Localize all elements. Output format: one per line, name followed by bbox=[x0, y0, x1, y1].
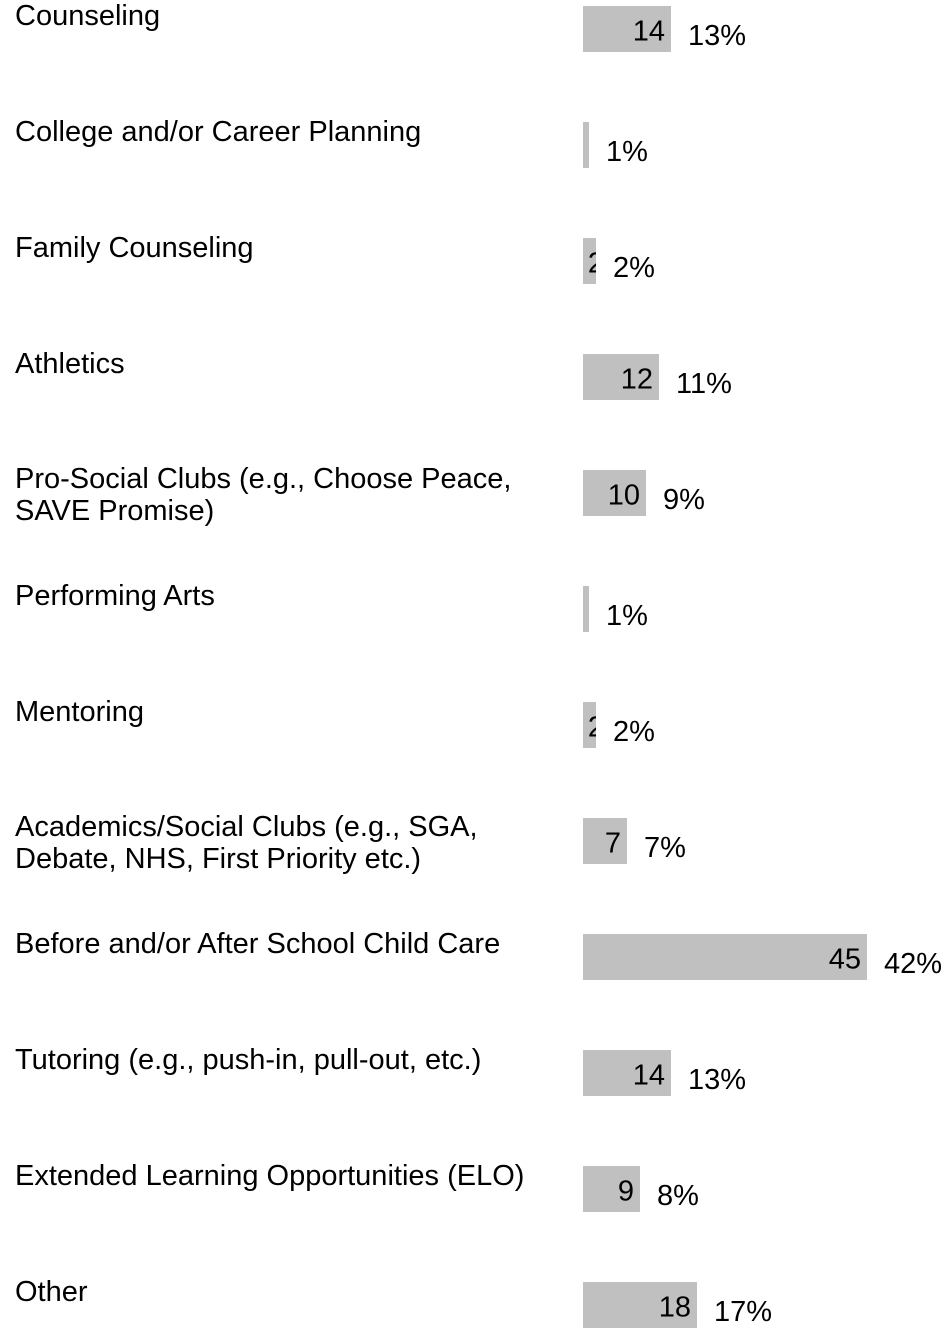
bar-percent-label: 2% bbox=[613, 252, 655, 284]
bar: 45 bbox=[583, 934, 867, 980]
bar-percent-label: 13% bbox=[688, 20, 747, 52]
chart-row: Athletics 12 11% bbox=[0, 348, 949, 400]
bar bbox=[583, 122, 589, 168]
bar-percent-label: 13% bbox=[688, 1064, 747, 1096]
bar: 14 bbox=[583, 1050, 671, 1096]
bar-value-label: 45 bbox=[828, 943, 861, 976]
category-label: Athletics bbox=[15, 348, 125, 380]
category-label: Family Counseling bbox=[15, 232, 254, 264]
bar-percent-label: 7% bbox=[644, 832, 686, 864]
bar-percent-label: 9% bbox=[663, 484, 705, 516]
bar-percent-label: 1% bbox=[606, 136, 648, 168]
bar-percent-label: 11% bbox=[676, 368, 732, 400]
bar-value-label: 10 bbox=[607, 479, 640, 512]
category-label: Tutoring (e.g., push-in, pull-out, etc.) bbox=[15, 1044, 482, 1076]
bar-value-label: 9 bbox=[617, 1175, 634, 1208]
bar: 18 bbox=[583, 1282, 697, 1328]
chart-row: Counseling 14 13% bbox=[0, 0, 949, 52]
category-label: Academics/Social Clubs (e.g., SGA, Debat… bbox=[15, 811, 478, 875]
category-label: Pro-Social Clubs (e.g., Choose Peace, SA… bbox=[15, 463, 512, 527]
chart-row: Mentoring 2 2% bbox=[0, 696, 949, 748]
bar-value-label: 12 bbox=[620, 363, 653, 396]
bar-value-label: 2 bbox=[587, 711, 596, 744]
bar: 14 bbox=[583, 6, 671, 52]
bar: 12 bbox=[583, 354, 659, 400]
chart-row: Extended Learning Opportunities (ELO) 9 8% bbox=[0, 1160, 949, 1212]
chart-row: Pro-Social Clubs (e.g., Choose Peace, SA… bbox=[0, 463, 949, 527]
bar-value-label: 7 bbox=[604, 827, 621, 860]
chart-row: Other 18 17% bbox=[0, 1276, 949, 1328]
bar-value-label: 14 bbox=[632, 1059, 665, 1092]
category-label: Mentoring bbox=[15, 696, 144, 728]
bar-percent-label: 2% bbox=[613, 716, 655, 748]
bar-percent-label: 1% bbox=[606, 600, 648, 632]
category-label: Other bbox=[15, 1276, 88, 1308]
category-label: College and/or Career Planning bbox=[15, 116, 422, 148]
bar-value-label: 2 bbox=[587, 247, 596, 280]
chart-row: Before and/or After School Child Care 45 4… bbox=[0, 928, 949, 980]
bar-percent-label: 8% bbox=[657, 1180, 699, 1212]
chart-row: Tutoring (e.g., push-in, pull-out, etc.)… bbox=[0, 1044, 949, 1096]
bar: 7 bbox=[583, 818, 627, 864]
category-label: Counseling bbox=[15, 0, 161, 32]
bar: 2 bbox=[583, 702, 596, 748]
bar-percent-label: 42% bbox=[884, 948, 943, 980]
bar-value-label: 18 bbox=[658, 1291, 691, 1324]
bar: 9 bbox=[583, 1166, 640, 1212]
chart-row: College and/or Career Planning 1% bbox=[0, 116, 949, 168]
bar bbox=[583, 586, 589, 632]
chart-row: Family Counseling 2 2% bbox=[0, 232, 949, 284]
bar: 2 bbox=[583, 238, 596, 284]
chart-row: Academics/Social Clubs (e.g., SGA, Debat… bbox=[0, 811, 949, 875]
bar: 10 bbox=[583, 470, 646, 516]
category-label: Extended Learning Opportunities (ELO) bbox=[15, 1160, 525, 1192]
bar-value-label: 14 bbox=[632, 15, 665, 48]
category-label: Performing Arts bbox=[15, 580, 215, 612]
category-label: Before and/or After School Child Care bbox=[15, 928, 501, 960]
bar-percent-label: 17% bbox=[714, 1296, 773, 1328]
chart-row: Performing Arts 1% bbox=[0, 580, 949, 632]
